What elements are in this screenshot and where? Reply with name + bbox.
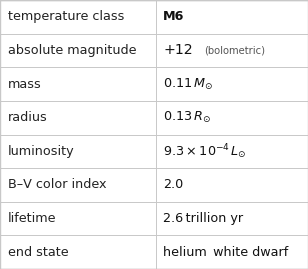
Text: $9.3\times10^{-4}\,\mathit{L}_{\odot}$: $9.3\times10^{-4}\,\mathit{L}_{\odot}$ [163,142,247,161]
Text: temperature class: temperature class [8,10,124,23]
Text: +12: +12 [163,43,193,58]
Text: mass: mass [8,77,42,91]
Text: M6: M6 [163,10,184,23]
Text: (bolometric): (bolometric) [205,45,265,55]
Text: luminosity: luminosity [8,145,74,158]
Text: 0.11 $\mathit{M}_{\odot}$: 0.11 $\mathit{M}_{\odot}$ [163,76,214,92]
Text: helium white dwarf: helium white dwarf [163,246,289,259]
Text: radius: radius [8,111,47,124]
Text: B–V color index: B–V color index [8,178,106,192]
Text: 2.0: 2.0 [163,178,184,192]
Text: lifetime: lifetime [8,212,56,225]
Text: 2.6 trillion yr: 2.6 trillion yr [163,212,243,225]
Text: absolute magnitude: absolute magnitude [8,44,136,57]
Text: 0.13 $\mathit{R}_{\odot}$: 0.13 $\mathit{R}_{\odot}$ [163,110,212,125]
Text: end state: end state [8,246,68,259]
